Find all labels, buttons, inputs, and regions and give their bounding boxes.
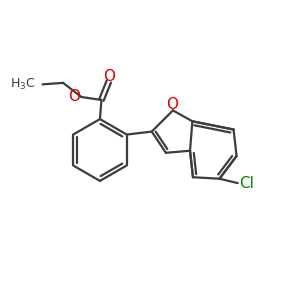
- Text: H$_3$C: H$_3$C: [11, 77, 36, 92]
- Text: O: O: [103, 69, 116, 84]
- Text: O: O: [68, 89, 80, 104]
- Text: Cl: Cl: [239, 176, 254, 190]
- Text: O: O: [167, 97, 178, 112]
